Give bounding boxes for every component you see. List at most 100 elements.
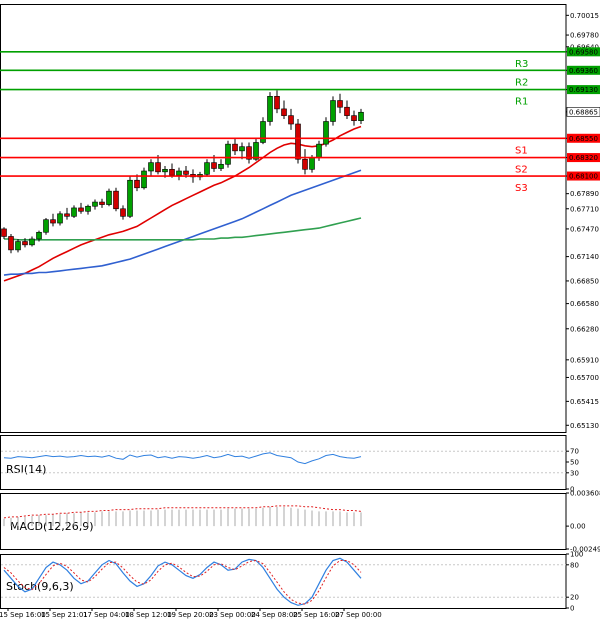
price-tick-label: 0.67890 [570,190,599,198]
candle-body-bullish [260,121,266,143]
rsi-tick-label: 30 [570,469,579,477]
candle-body-bullish [323,121,329,145]
candle-body-bearish [8,236,14,251]
candle-body-bearish [50,219,56,224]
price-tick-label: 0.65700 [570,374,599,382]
level-price-label: 0.68550 [569,135,598,143]
stoch-tick-label: 80 [570,561,579,569]
candle-body-bearish [1,228,7,237]
stoch-panel: Stoch(9,6,3) 100 80 20 0 [0,551,583,613]
candle [323,117,329,147]
macd-tick-label: 0.003608 [570,490,600,498]
candle-body-bearish [246,146,252,160]
price-tick-label: 0.67710 [570,205,599,213]
stoch-tick-label: 100 [570,551,583,559]
candle [302,149,308,175]
macd-panel: MACD(12,26,9) 0.003608 0.00 -0.002493 [0,490,600,554]
candle-body-bullish [15,241,21,251]
candle-body-bearish [64,213,70,217]
price-tick-label: 0.65910 [570,356,599,364]
candle-body-bullish [71,207,77,217]
level-name-s1: S1 [515,145,528,156]
candle-body-bearish [22,241,28,246]
candle-body-bearish [120,208,126,217]
candle [127,176,133,218]
level-price-tag [567,65,600,75]
rsi-title: RSI(14) [6,463,46,476]
candle [71,205,77,218]
level-price-tag [567,85,600,95]
level-price-label: 0.68100 [569,173,598,181]
candle-body-bearish [78,207,84,212]
candle-body-bullish [127,179,133,217]
candle-body-bearish [211,162,217,169]
candle-body-bullish [106,190,112,205]
macd-frame [0,493,567,550]
candle [57,211,63,226]
pivot-levels: R3 0.69580 R2 0.69360 R1 0.69130 S1 0.68550 S2 0.… [0,47,600,194]
stoch-tick-label: 0 [570,605,574,613]
stoch-main-line [3,557,362,606]
level-name-s3: S3 [515,183,528,194]
candle [22,238,28,248]
level-price-label: 0.69580 [569,48,598,56]
candle-body-bullish [141,170,147,189]
candle-body-bullish [43,219,49,233]
candle [176,167,182,181]
macd-title: MACD(12,26,9) [10,520,94,533]
price-tick-label: 0.66850 [570,277,599,285]
stoch-title: Stoch(9,6,3) [6,580,74,593]
candle [358,108,364,125]
candle-body-bearish [155,162,161,173]
time-tick-label: 25 Sep 16:00 [293,611,340,619]
candle [281,100,287,119]
macd-tick-label: 0.00 [570,523,586,531]
candle-body-bearish [351,115,357,121]
candle [330,96,336,126]
macd-tick-label: -0.002493 [570,546,600,554]
time-tick-label: 27 Sep 00:00 [335,611,382,619]
level-price-tag [567,133,600,143]
candle [225,140,231,168]
rsi-tick-label: 70 [570,448,579,456]
candle-body-bullish [57,213,63,224]
rsi-tick-label: 0 [570,486,574,494]
candle-body-bearish [274,96,280,110]
candle-body-bullish [36,231,42,240]
candle-body-bullish [204,162,210,175]
candle [99,198,105,208]
candle [344,100,350,119]
candle-body-bullish [162,169,168,173]
level-price-tag [567,153,600,163]
rsi-tick-label: 50 [570,459,579,467]
candle [274,90,280,114]
price-tick-label: 0.66280 [570,325,599,333]
time-tick-label: 24 Sep 08:00 [251,611,298,619]
level-price-label: 0.68320 [569,154,598,162]
moving-average-line-1 [3,125,362,282]
candle [246,142,252,164]
candle [232,138,238,156]
moving-average-line-3 [4,217,362,241]
price-frame [0,4,567,433]
level-name-r2: R2 [515,77,528,88]
candle-body-bearish [281,108,287,116]
candle-body-bearish [183,170,189,175]
price-tick-label: 0.69780 [570,32,599,40]
candle-body-bullish [176,170,182,176]
candle-body-bearish [337,100,343,108]
candle-body-bearish [232,143,238,152]
candle [134,174,140,192]
candle [218,159,224,172]
candle-body-bearish [134,179,140,189]
candle-body-bearish [344,106,350,116]
level-price-label: 0.69130 [569,86,598,94]
candle [85,204,91,215]
price-tick-label: 0.69640 [570,43,599,51]
candle [295,118,301,164]
candle [113,187,119,212]
candle-body-bullish [330,100,336,122]
rsi-panel: RSI(14) 70 50 30 0 [0,435,579,494]
candle [106,188,112,207]
